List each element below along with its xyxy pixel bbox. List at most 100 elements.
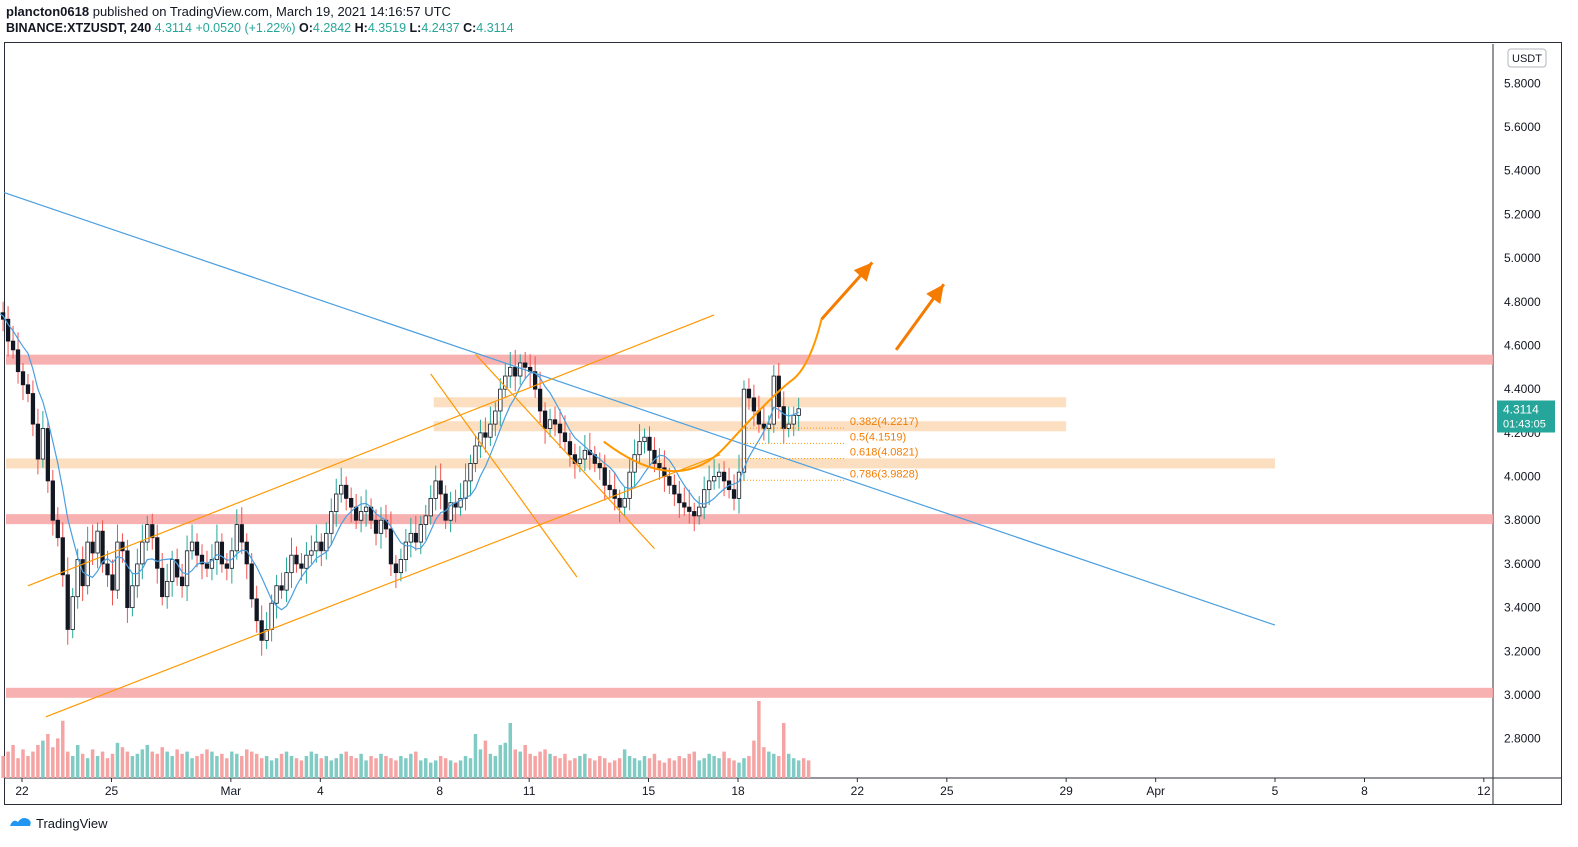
candle-body [518, 362, 523, 377]
volume-bar [642, 756, 647, 778]
low-label: L: [409, 21, 422, 35]
candle-body [304, 554, 309, 569]
candle-body [224, 563, 229, 569]
volume-bar [742, 758, 746, 778]
candle-body [160, 567, 165, 598]
volume-bar [463, 756, 468, 778]
volume-bar [727, 758, 731, 778]
volume-bar [503, 742, 508, 778]
x-tick-label: 8 [436, 784, 443, 798]
currency-badge [1507, 48, 1547, 68]
symbol-label[interactable]: BINANCE:XTZUSDT, 240 [6, 21, 152, 35]
y-tick-label: 3.4000 [1504, 601, 1541, 615]
candle-body [572, 454, 578, 464]
volume-bar [737, 762, 741, 778]
candle-body [314, 541, 319, 552]
x-tick-label: 25 [940, 784, 954, 798]
candle-body [731, 489, 737, 499]
volume-bar [603, 758, 607, 778]
volume-bar [433, 760, 438, 778]
volume-bar [682, 758, 687, 778]
volume-bar [573, 758, 577, 778]
volume-bar [394, 760, 398, 778]
candle-body [279, 585, 284, 591]
volume-bar [627, 756, 632, 778]
candle-body [716, 471, 722, 477]
volume-bar [478, 749, 483, 778]
candle-body [642, 436, 647, 442]
candle-body [786, 423, 791, 429]
tradingview-logo-icon[interactable] [8, 814, 32, 833]
volume-bar [304, 756, 309, 778]
volume-bar [578, 756, 582, 778]
candle-body [433, 480, 438, 499]
volume-bar [235, 753, 239, 778]
volume-bar [240, 756, 244, 778]
candle-body [20, 371, 26, 386]
y-tick-label: 3.6000 [1504, 557, 1541, 571]
candle-body [209, 559, 215, 569]
candle-body [174, 559, 180, 578]
candle-body [319, 541, 324, 552]
volume-bar [210, 751, 214, 778]
candle-body [165, 580, 170, 598]
candle-body [711, 476, 717, 482]
volume-bar [687, 753, 692, 778]
zone-band [433, 421, 1067, 432]
candle-body [597, 463, 602, 469]
last-price: 4.3114 [154, 21, 192, 35]
volume-bar [85, 758, 90, 778]
candle-body [622, 497, 627, 508]
candle-body [503, 375, 508, 390]
candle-body [259, 620, 264, 641]
volume-bar [324, 756, 329, 778]
candle-body [751, 397, 757, 412]
volume-bar [438, 756, 443, 778]
volume-bar [717, 758, 721, 778]
volume-bar [110, 753, 115, 778]
volume-bar [607, 762, 612, 778]
volume-bar [801, 758, 806, 778]
volume-bar [339, 753, 343, 778]
candle-body [10, 340, 16, 351]
candle-body [692, 511, 697, 517]
volume-bar [796, 760, 801, 778]
candle-body [339, 484, 344, 495]
volume-bar [543, 749, 547, 778]
volume-bar [702, 758, 706, 778]
candle-body [702, 489, 707, 508]
candle-body [100, 530, 105, 565]
x-tick-label: 22 [15, 784, 29, 798]
candle-body [771, 375, 776, 425]
y-tick-label: 3.8000 [1504, 513, 1541, 527]
resistance-band [6, 354, 1493, 365]
volume-bar [389, 758, 393, 778]
candle-body [657, 463, 662, 469]
volume-bar [488, 753, 493, 778]
volume-bar [553, 756, 557, 778]
candle-body [219, 541, 225, 565]
footer-brand[interactable]: TradingView [36, 816, 108, 831]
x-tick-label: 5 [1272, 784, 1279, 798]
candle-body [184, 550, 190, 587]
fib-level-label: 0.786(3.9828) [850, 468, 919, 480]
candle-body [264, 629, 269, 641]
candle-body [299, 563, 304, 569]
volume-bar [175, 749, 179, 778]
candle-body [478, 432, 483, 447]
volume-bar [41, 740, 45, 778]
author-name[interactable]: plancton0618 [6, 4, 90, 19]
high-value: 4.3519 [367, 21, 407, 35]
volume-bar [115, 742, 120, 778]
volume-bar [249, 751, 254, 778]
candle-body [443, 493, 448, 521]
candle-body [647, 436, 652, 451]
candle-body [532, 371, 538, 390]
volume-bar [1, 756, 5, 778]
candle-body [736, 471, 742, 499]
volume-bar [448, 760, 453, 778]
volume-bar [120, 747, 125, 778]
volume-bar [135, 753, 140, 778]
resistance-band [6, 687, 1493, 698]
